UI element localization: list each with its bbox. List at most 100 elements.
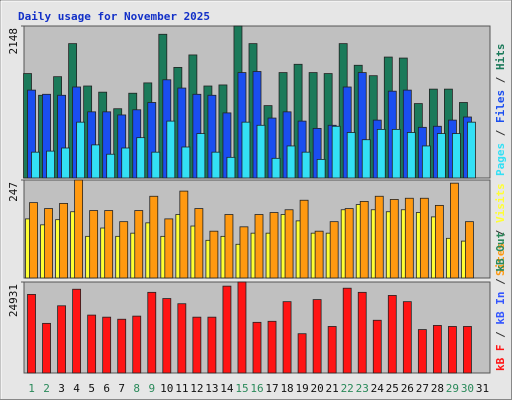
bar [463, 326, 472, 374]
chart-title: Daily usage for November 2025 [18, 10, 210, 23]
bar [87, 314, 97, 374]
x-tick-label: 30 [461, 382, 474, 395]
bar [134, 210, 144, 279]
bar [402, 301, 412, 374]
bar [57, 305, 66, 374]
bar [252, 321, 262, 374]
bar [209, 230, 219, 279]
bar [31, 151, 40, 179]
bar [434, 204, 444, 279]
legend-entry: Hits [494, 44, 507, 71]
bar [314, 230, 324, 279]
x-tick-label: 8 [133, 382, 140, 395]
legend-entry: Sites [494, 243, 507, 276]
bar [284, 209, 294, 279]
bar [312, 299, 322, 374]
legend: Sites / Visits [494, 183, 507, 276]
x-tick-label: 29 [446, 382, 459, 395]
bar [389, 199, 399, 279]
bar [119, 221, 129, 279]
bar [282, 301, 292, 374]
legend-entry: Pages [494, 143, 507, 176]
x-tick-label: 6 [103, 382, 110, 395]
x-tick-label: 25 [386, 382, 399, 395]
bar [162, 298, 172, 374]
x-tick-label: 3 [58, 382, 65, 395]
bar [342, 287, 352, 374]
bar [361, 139, 371, 179]
bar [391, 128, 401, 179]
bar [316, 158, 326, 179]
legend-entry: kB Out [494, 232, 507, 272]
legend-separator: / [494, 123, 507, 143]
bar [404, 197, 414, 279]
bar [226, 156, 236, 179]
bar [196, 133, 206, 179]
bar [121, 147, 131, 179]
legend-separator: / [494, 70, 507, 90]
bar [181, 146, 191, 179]
bar [104, 210, 114, 279]
legend-entry: kB F [494, 345, 507, 372]
bar [357, 291, 367, 374]
bar [467, 121, 476, 179]
bar [106, 153, 116, 179]
x-tick-label: 10 [160, 382, 173, 395]
x-tick-label: 27 [416, 382, 429, 395]
bar [59, 203, 68, 279]
x-tick-label: 17 [265, 382, 278, 395]
x-tick-label: 11 [175, 382, 188, 395]
y-tick-label: 24931 [7, 284, 20, 317]
legend: kB F / kB In / kB Out [494, 232, 507, 371]
bar [117, 318, 127, 374]
bar [432, 325, 442, 374]
legend: Pages / Files / Hits [494, 44, 507, 177]
bar [147, 291, 157, 374]
bar [256, 124, 266, 179]
bar [421, 145, 431, 179]
bar [91, 144, 101, 179]
bar [344, 208, 354, 279]
bar [327, 326, 337, 374]
x-tick-label: 20 [311, 382, 324, 395]
x-tick-label: 28 [431, 382, 444, 395]
bar [254, 214, 264, 279]
bar [297, 333, 307, 374]
x-tick-label: 13 [205, 382, 218, 395]
x-tick-label: 14 [220, 382, 234, 395]
x-tick-label: 5 [88, 382, 95, 395]
bar [42, 322, 51, 374]
x-tick-label: 4 [73, 382, 80, 395]
bar [299, 199, 309, 279]
bar [374, 195, 384, 279]
bar [387, 295, 397, 374]
bar [151, 151, 161, 179]
bar [132, 315, 142, 374]
bar [359, 201, 369, 279]
bar [102, 316, 112, 374]
legend-separator: / [494, 325, 507, 345]
x-tick-label: 1 [28, 382, 35, 395]
bar [27, 294, 36, 374]
bar [331, 125, 341, 179]
bar [419, 197, 429, 279]
y-tick-label: 247 [7, 182, 20, 202]
legend-entry: kB In [494, 292, 507, 325]
bar [207, 316, 217, 374]
bar [136, 137, 146, 179]
bar [436, 133, 446, 179]
x-tick-label: 19 [295, 382, 308, 395]
bar [194, 208, 204, 279]
bar [166, 120, 176, 179]
legend-entry: Files [494, 90, 507, 123]
bar [222, 285, 232, 374]
bar [44, 208, 53, 279]
bar [452, 133, 461, 179]
legend-entry: Visits [494, 183, 507, 223]
bar [241, 121, 251, 179]
x-tick-label: 23 [356, 382, 369, 395]
x-tick-label: 12 [190, 382, 203, 395]
bar [192, 316, 202, 374]
